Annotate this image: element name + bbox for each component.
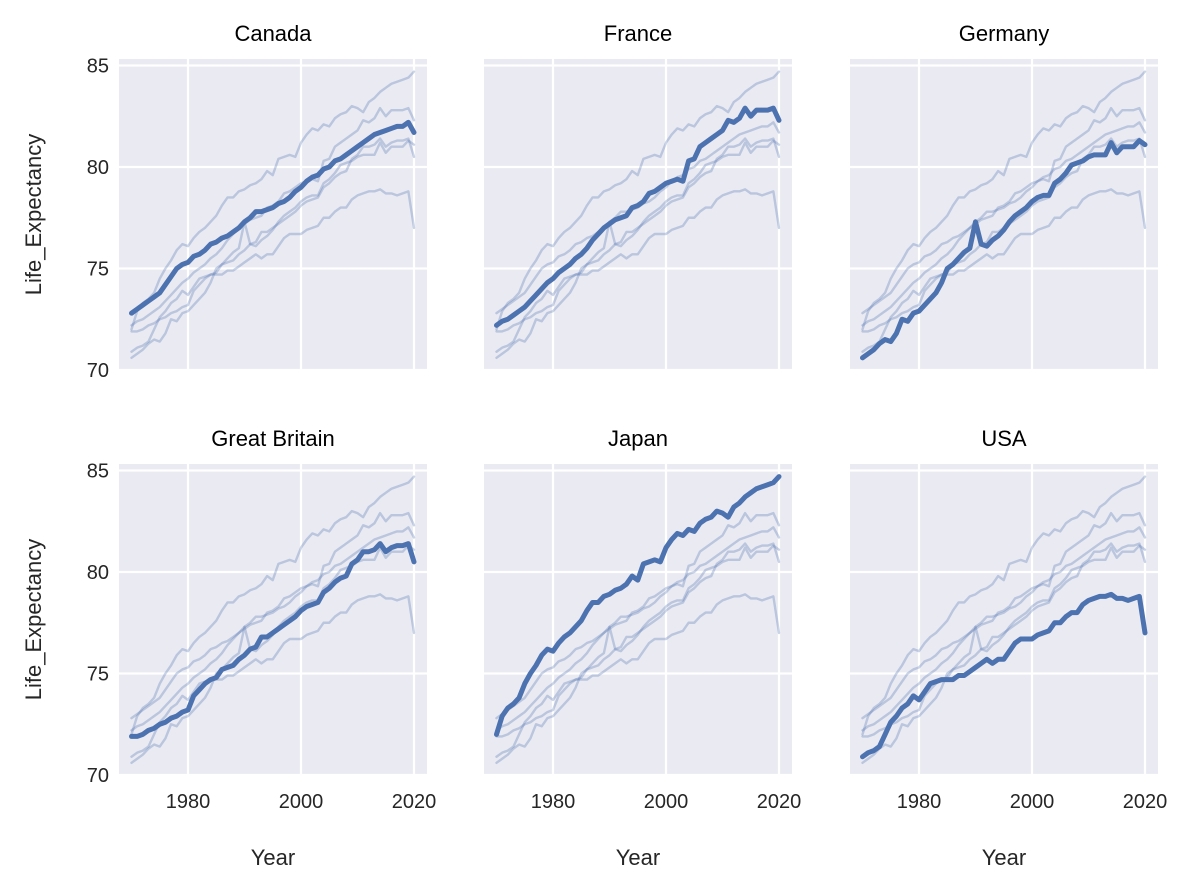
facet-title: Japan: [608, 426, 668, 451]
highlight-line-canada: [129, 119, 417, 316]
background-line-france: [495, 511, 781, 732]
y-axis-label: Life_Expectancy: [21, 134, 46, 295]
background-line-canada: [495, 526, 781, 720]
y-tick-label: 75: [87, 664, 109, 686]
panel-background: [484, 464, 792, 775]
x-tick-label: 2020: [392, 791, 437, 813]
highlight-line-germany: [860, 138, 1148, 361]
background-line-france: [861, 106, 1147, 327]
background-line-usa: [130, 188, 416, 353]
background-line-great-britain: [495, 542, 781, 738]
y-tick-label: 70: [87, 360, 109, 382]
facet-title: France: [604, 21, 672, 46]
facet-panel-usa: USA 1980 2000 2020 Year: [850, 426, 1167, 870]
background-line-usa: [130, 593, 416, 758]
background-line-canada: [861, 526, 1147, 720]
background-line-canada: [861, 121, 1147, 315]
panel-background: [119, 59, 427, 370]
facet-panel-great-britain: Great Britain 70 75 80 85 Life_Expectancy 1980…: [21, 426, 436, 870]
facet-title: USA: [981, 426, 1027, 451]
background-line-france: [130, 511, 416, 732]
y-tick-label: 75: [87, 259, 109, 281]
background-line-great-britain: [130, 137, 416, 333]
x-tick-label: 2020: [757, 791, 802, 813]
background-line-great-britain: [861, 542, 1147, 738]
facet-title: Great Britain: [211, 426, 335, 451]
background-line-usa: [495, 188, 781, 353]
y-axis-label: Life_Expectancy: [21, 539, 46, 700]
background-line-great-britain: [495, 137, 781, 333]
panel-background: [119, 464, 427, 775]
facet-title: Germany: [959, 21, 1049, 46]
highlight-line-france: [494, 105, 782, 328]
y-tick-label: 70: [87, 765, 109, 787]
facet-panel-france: France: [484, 21, 792, 372]
panel-background: [850, 464, 1158, 775]
facet-panel-canada: Canada 70 75 80 85 Life_Expectancy: [21, 21, 427, 382]
highlight-line-japan: [494, 474, 782, 737]
background-line-japan: [861, 70, 1147, 331]
background-line-germany: [130, 139, 416, 360]
background-line-japan: [130, 475, 416, 736]
panel-background: [484, 59, 792, 370]
highlight-line-usa: [860, 591, 1148, 760]
background-line-japan: [861, 475, 1147, 736]
x-tick-label: 1980: [166, 791, 211, 813]
x-tick-label: 2000: [644, 791, 689, 813]
background-line-france: [861, 511, 1147, 732]
y-tick-label: 85: [87, 56, 109, 78]
x-axis-label: Year: [616, 845, 660, 870]
x-tick-label: 2000: [1010, 791, 1055, 813]
x-tick-label: 1980: [897, 791, 942, 813]
x-axis-label: Year: [982, 845, 1026, 870]
highlight-line-great-britain: [129, 541, 417, 739]
background-line-germany: [495, 544, 781, 765]
background-line-germany: [495, 139, 781, 360]
facet-title: Canada: [234, 21, 312, 46]
panel-background: [850, 59, 1158, 370]
background-line-germany: [861, 544, 1147, 765]
x-tick-label: 2000: [279, 791, 324, 813]
x-axis-label: Year: [251, 845, 295, 870]
background-line-japan: [130, 70, 416, 331]
background-line-usa: [861, 188, 1147, 353]
background-line-usa: [495, 593, 781, 758]
x-tick-label: 1980: [531, 791, 576, 813]
background-line-japan: [495, 70, 781, 331]
facet-panel-germany: Germany: [850, 21, 1158, 372]
x-tick-label: 2020: [1123, 791, 1168, 813]
background-line-canada: [130, 526, 416, 720]
facet-panel-japan: Japan 1980 2000 2020 Year: [484, 426, 801, 870]
y-tick-label: 85: [87, 461, 109, 483]
y-tick-label: 80: [87, 562, 109, 584]
y-tick-label: 80: [87, 157, 109, 179]
